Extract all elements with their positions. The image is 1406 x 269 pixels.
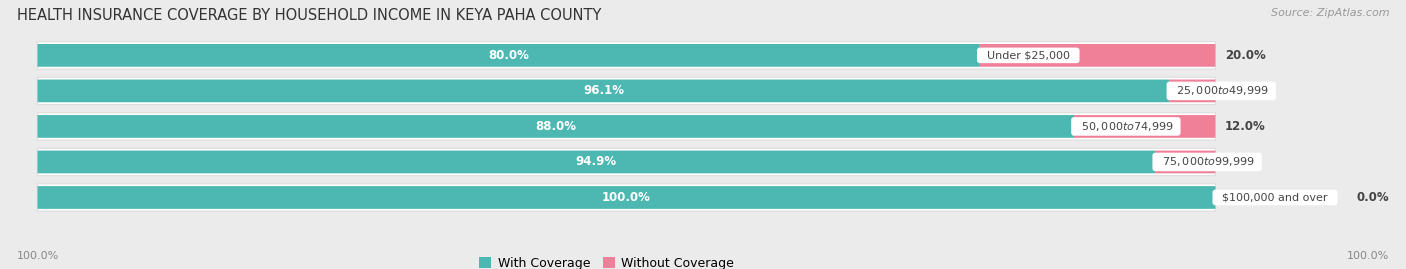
Text: HEALTH INSURANCE COVERAGE BY HOUSEHOLD INCOME IN KEYA PAHA COUNTY: HEALTH INSURANCE COVERAGE BY HOUSEHOLD I… — [17, 8, 602, 23]
Text: Source: ZipAtlas.com: Source: ZipAtlas.com — [1271, 8, 1389, 18]
Text: Under $25,000: Under $25,000 — [980, 50, 1077, 60]
FancyBboxPatch shape — [1074, 115, 1215, 138]
Text: 5.1%: 5.1% — [1225, 155, 1257, 168]
FancyBboxPatch shape — [980, 44, 1215, 67]
Text: 3.9%: 3.9% — [1225, 84, 1257, 97]
Text: 20.0%: 20.0% — [1225, 49, 1265, 62]
FancyBboxPatch shape — [1156, 151, 1215, 173]
FancyBboxPatch shape — [38, 42, 1215, 69]
Text: 94.9%: 94.9% — [576, 155, 617, 168]
Legend: With Coverage, Without Coverage: With Coverage, Without Coverage — [474, 252, 740, 269]
FancyBboxPatch shape — [38, 186, 1215, 209]
Text: 88.0%: 88.0% — [536, 120, 576, 133]
Text: 12.0%: 12.0% — [1225, 120, 1265, 133]
FancyBboxPatch shape — [38, 115, 1074, 138]
FancyBboxPatch shape — [38, 151, 1156, 173]
Text: 100.0%: 100.0% — [1347, 251, 1389, 261]
Text: 0.0%: 0.0% — [1357, 191, 1389, 204]
Text: 100.0%: 100.0% — [17, 251, 59, 261]
Text: $25,000 to $49,999: $25,000 to $49,999 — [1170, 84, 1274, 97]
FancyBboxPatch shape — [38, 113, 1215, 140]
FancyBboxPatch shape — [38, 148, 1215, 176]
Text: 96.1%: 96.1% — [583, 84, 624, 97]
FancyBboxPatch shape — [38, 184, 1215, 211]
FancyBboxPatch shape — [38, 80, 1170, 102]
FancyBboxPatch shape — [38, 77, 1215, 105]
Text: $50,000 to $74,999: $50,000 to $74,999 — [1074, 120, 1178, 133]
FancyBboxPatch shape — [38, 44, 980, 67]
Text: $100,000 and over: $100,000 and over — [1215, 193, 1334, 203]
FancyBboxPatch shape — [1170, 80, 1215, 102]
Text: 100.0%: 100.0% — [602, 191, 651, 204]
Text: 80.0%: 80.0% — [488, 49, 529, 62]
Text: $75,000 to $99,999: $75,000 to $99,999 — [1156, 155, 1258, 168]
